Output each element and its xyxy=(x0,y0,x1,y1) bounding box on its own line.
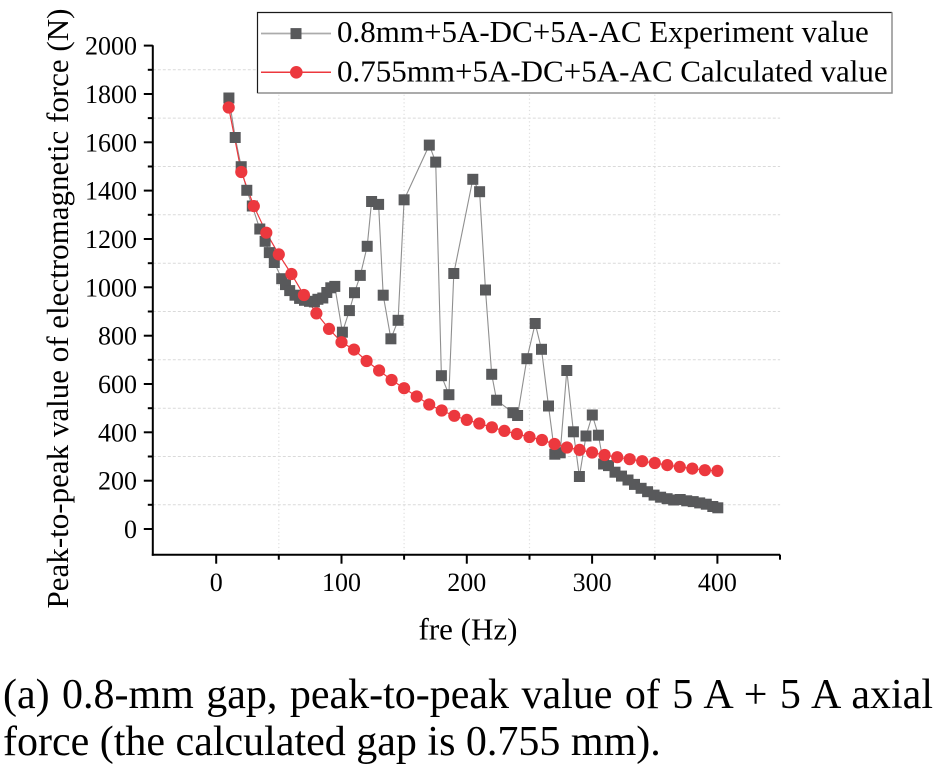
svg-text:0.755mm+5A-DC+5A-AC Calculated: 0.755mm+5A-DC+5A-AC Calculated value xyxy=(337,54,888,89)
svg-text:1400: 1400 xyxy=(85,177,137,206)
svg-text:1000: 1000 xyxy=(85,273,137,302)
svg-text:1600: 1600 xyxy=(85,128,137,157)
svg-text:400: 400 xyxy=(98,418,137,447)
svg-text:0.8mm+5A-DC+5A-AC Experiment v: 0.8mm+5A-DC+5A-AC Experiment value xyxy=(337,14,869,49)
svg-text:0: 0 xyxy=(124,515,137,544)
svg-text:200: 200 xyxy=(98,467,137,496)
svg-text:fre (Hz): fre (Hz) xyxy=(419,612,518,647)
svg-text:300: 300 xyxy=(573,568,612,597)
svg-text:800: 800 xyxy=(98,322,137,351)
svg-text:200: 200 xyxy=(447,568,486,597)
svg-text:600: 600 xyxy=(98,370,137,399)
svg-text:Peak-to-peak value of electrom: Peak-to-peak value of electromagnetic fo… xyxy=(40,9,75,609)
svg-text:100: 100 xyxy=(322,568,361,597)
svg-text:400: 400 xyxy=(698,568,737,597)
svg-text:0: 0 xyxy=(210,568,223,597)
svg-text:2000: 2000 xyxy=(85,32,137,61)
svg-text:1200: 1200 xyxy=(85,225,137,254)
svg-text:1800: 1800 xyxy=(85,80,137,109)
